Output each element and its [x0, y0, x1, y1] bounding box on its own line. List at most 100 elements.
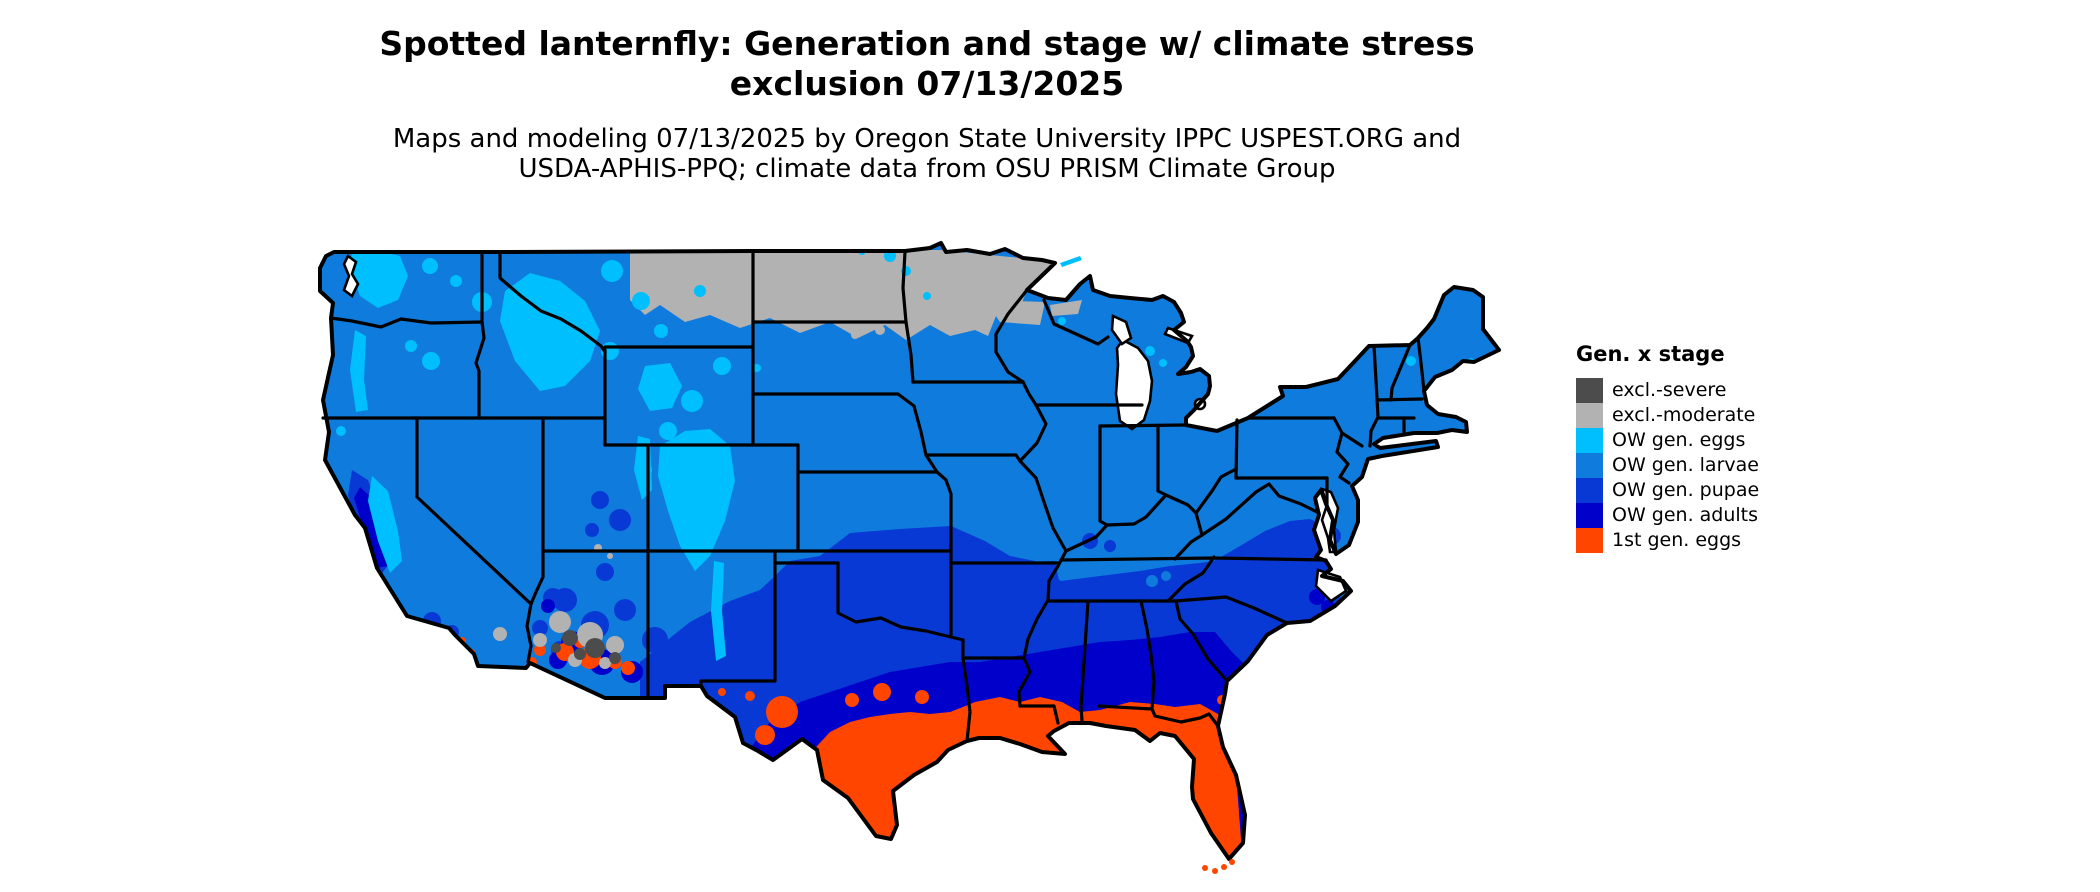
region-eggs	[694, 285, 706, 297]
region-eggs	[1159, 359, 1167, 367]
region-eggs	[1406, 356, 1416, 366]
puget-sound	[342, 254, 360, 298]
region-moderate	[607, 553, 613, 559]
region-first	[766, 696, 798, 728]
state-border	[474, 320, 486, 420]
region-pupae	[1104, 540, 1116, 552]
map-raster	[320, 243, 1499, 859]
region-eggs	[450, 275, 462, 287]
state-border	[1166, 555, 1216, 603]
legend-label: 1st gen. eggs	[1612, 529, 1742, 551]
green-bay	[1110, 314, 1133, 346]
legend-label: OW gen. eggs	[1612, 429, 1746, 451]
state-border	[1174, 595, 1289, 625]
state-border	[1017, 656, 1060, 725]
region-eggs	[368, 476, 402, 573]
state-border	[1098, 423, 1188, 428]
region-pupae	[664, 649, 686, 671]
region-first	[873, 683, 891, 701]
state-border	[1042, 298, 1110, 346]
region-adults	[541, 599, 555, 613]
state-border	[498, 250, 607, 354]
region-eggs	[638, 363, 682, 411]
state-border	[901, 250, 908, 324]
state-border	[1059, 556, 1328, 562]
region-eggs	[405, 340, 417, 352]
region-eggs	[1476, 366, 1482, 372]
region-first	[534, 644, 546, 656]
region-pupae	[998, 561, 1060, 593]
region-pupae	[532, 620, 548, 636]
region-moderate	[985, 300, 1045, 325]
region-eggs	[654, 324, 668, 338]
region-eggs	[1058, 317, 1066, 325]
region-moderate	[851, 331, 859, 339]
state-border	[1194, 511, 1204, 537]
region-eggs	[422, 352, 440, 370]
map-subtitle-line1: Maps and modeling 07/13/2025 by Oregon S…	[392, 124, 1462, 154]
state-border	[961, 656, 972, 743]
state-border	[1200, 490, 1258, 537]
region-first	[755, 725, 775, 745]
region-pupae	[585, 523, 599, 537]
state-border	[1139, 599, 1156, 711]
region-adults	[1309, 589, 1325, 605]
state-border	[1018, 459, 1068, 553]
state-border	[1079, 599, 1090, 723]
legend-swatch-eggs	[1576, 428, 1603, 453]
region-moderate	[606, 636, 624, 654]
region-moderate	[1050, 300, 1082, 316]
state-border	[836, 561, 965, 642]
region-first	[718, 688, 726, 696]
region-pupae	[614, 599, 636, 621]
region-eggs	[753, 364, 761, 372]
legend-label: OW gen. pupae	[1612, 479, 1760, 501]
legend-swatch-adults	[1576, 503, 1603, 528]
legend-swatch-first	[1576, 528, 1603, 553]
legend-item: OW gen. larvae	[1576, 453, 1759, 478]
legend-items: excl.-severe excl.-moderate OW gen. eggs OW…	[1576, 378, 1759, 553]
region-first	[621, 661, 635, 675]
region-eggs	[658, 429, 735, 571]
florida-keys-dot	[1212, 868, 1218, 874]
legend-item: excl.-moderate	[1576, 403, 1759, 428]
state-border	[994, 288, 1029, 384]
region-eggs	[350, 330, 368, 412]
state-border	[1156, 424, 1168, 497]
legend-label: excl.-moderate	[1612, 404, 1756, 426]
florida-keys-dot	[1202, 865, 1208, 871]
florida-keys-dot	[1229, 859, 1235, 865]
region-adults	[354, 487, 388, 568]
map-title-line2: exclusion 07/13/2025	[729, 64, 1125, 103]
legend-swatch-moderate	[1576, 403, 1603, 428]
state-border	[415, 416, 533, 606]
region-larvae	[1146, 575, 1158, 587]
region-moderate	[630, 250, 1055, 340]
state-border	[1416, 336, 1426, 393]
region-pupae	[596, 563, 614, 581]
legend: Gen. x stage excl.-severe excl.-moderate O…	[1576, 343, 1759, 553]
region-moderate	[533, 633, 547, 647]
region-pupae	[553, 588, 577, 612]
state-border	[1254, 482, 1321, 515]
map-subtitle-line2: USDA-APHIS-PPQ; climate data from OSU PR…	[518, 154, 1336, 184]
region-eggs	[884, 250, 896, 262]
legend-item: OW gen. pupae	[1576, 478, 1759, 503]
state-border	[699, 549, 777, 688]
us-outline	[318, 241, 1501, 861]
legend-swatch-severe	[1576, 378, 1603, 403]
region-moderate	[549, 611, 571, 633]
region-first	[745, 691, 755, 701]
state-border	[1022, 598, 1050, 660]
state-border	[924, 453, 1022, 463]
state-border	[751, 392, 916, 408]
region-eggs	[681, 390, 703, 412]
region-eggs	[713, 357, 731, 375]
florida-keys-dot	[1221, 864, 1227, 870]
state-border	[1173, 533, 1204, 561]
state-border	[1332, 416, 1351, 485]
region-eggs	[923, 292, 931, 300]
region-moderate	[493, 627, 507, 641]
state-border	[1098, 424, 1109, 527]
